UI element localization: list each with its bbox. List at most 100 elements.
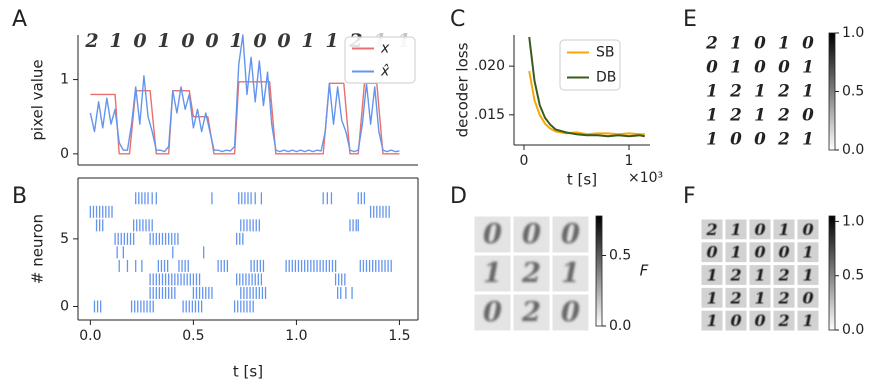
digit-image: 1	[802, 57, 814, 77]
digit-image: 0	[483, 296, 502, 328]
y-tick-label: .020	[474, 58, 505, 74]
digit-strip: 0	[253, 30, 266, 52]
digit-image: 2	[777, 311, 789, 330]
x-tick-label: 0.0	[79, 328, 101, 344]
panel-letter: A	[12, 7, 27, 32]
digit-image: 1	[802, 81, 814, 101]
colorbar-tick-label: 0.0	[842, 142, 864, 158]
digit-image: 1	[706, 266, 717, 285]
image-tile	[749, 219, 771, 240]
image-tile	[797, 242, 819, 263]
legend-label: x̂	[380, 64, 390, 80]
image-tile	[701, 242, 723, 263]
digit-image: 1	[778, 220, 789, 239]
y-axis-label: decoder loss	[454, 42, 472, 137]
digit-image: 0	[754, 220, 765, 239]
image-tile	[552, 255, 589, 292]
digit-image: 2	[777, 266, 789, 285]
digit-image: 0	[802, 220, 813, 239]
digit-image: 1	[706, 129, 718, 149]
digit-image: 0	[754, 33, 766, 53]
digit-image: 2	[729, 288, 741, 307]
y-tick-label: .015	[474, 107, 505, 123]
digit-image: 1	[802, 129, 814, 149]
digit-image: 0	[706, 243, 717, 262]
digit-image: 1	[802, 243, 813, 262]
digit-image: 0	[754, 57, 766, 77]
image-tile	[725, 265, 747, 285]
image-tile	[701, 310, 723, 331]
colorbar-tick-label: 0.0	[842, 322, 864, 338]
digit-image: 0	[730, 311, 741, 330]
colorbar-tick-label: 1.0	[842, 213, 864, 229]
digit-strip: 0	[205, 30, 218, 52]
colorbar-tick-label: 0.5	[842, 268, 864, 284]
digit-image: 1	[754, 266, 765, 285]
digit-strip: 0	[277, 30, 290, 52]
image-tile	[773, 310, 795, 331]
image-tile	[749, 265, 771, 285]
y-tick-label: 0	[60, 298, 69, 314]
digit-image: 1	[730, 243, 741, 262]
x-tick-label: 1	[625, 153, 634, 169]
x-tick-label: 1.5	[388, 328, 410, 344]
digit-image: 2	[777, 288, 789, 307]
x-tick-label: 0	[520, 153, 529, 169]
digit-image: 2	[777, 105, 790, 125]
digit-image: 0	[561, 218, 580, 250]
image-tile	[701, 219, 723, 240]
image-tile	[797, 310, 819, 331]
image-tile	[773, 242, 795, 263]
image-tile	[513, 294, 550, 331]
image-tile	[797, 219, 819, 240]
colorbar-tick-label: 0.5	[842, 84, 864, 100]
y-tick-label: 5	[60, 231, 69, 247]
digit-image: 2	[729, 105, 742, 125]
image-tile	[773, 265, 795, 285]
panel-letter: C	[450, 7, 465, 32]
digit-image: 1	[730, 33, 742, 53]
digit-image: 1	[778, 33, 790, 53]
image-tile	[773, 219, 795, 240]
colorbar-tick-label: 0.0	[609, 318, 631, 334]
image-tile	[701, 265, 723, 285]
image-tile	[749, 287, 771, 308]
colorbar-tick-label: 1.0	[842, 25, 864, 41]
x-tick-label: 1.0	[285, 328, 307, 344]
x-axis-label: t [s]	[233, 363, 263, 381]
digit-image: 0	[802, 105, 814, 125]
legend-label: DB	[596, 70, 616, 86]
digit-strip: 1	[229, 30, 242, 52]
digit-image: 0	[522, 218, 541, 250]
data-line	[528, 36, 645, 138]
colorbar-label: F	[640, 262, 649, 280]
x-offset-label: ×10³	[628, 170, 663, 186]
panel-letter: B	[12, 184, 27, 209]
digit-image: 0	[483, 218, 502, 250]
digit-image: 1	[483, 257, 502, 289]
image-tile	[474, 216, 511, 253]
digit-strip: 2	[84, 30, 98, 52]
digit-image: 1	[754, 81, 766, 101]
x-axis-label: t [s]	[567, 171, 597, 189]
colorbar-tick-label: 0.5	[609, 247, 631, 263]
image-tile	[513, 255, 550, 292]
image-tile	[474, 255, 511, 292]
colorbar	[595, 215, 603, 327]
legend-box	[344, 36, 416, 84]
digit-image: 2	[729, 266, 741, 285]
digit-image: 2	[777, 129, 790, 149]
digit-image: 0	[754, 243, 765, 262]
digit-strip: 1	[109, 30, 122, 52]
image-tile	[725, 219, 747, 240]
image-tile	[513, 216, 550, 253]
image-tile	[552, 294, 589, 331]
image-tile	[797, 287, 819, 308]
data-line	[528, 70, 645, 136]
colorbar	[828, 215, 836, 331]
image-tile	[725, 310, 747, 331]
image-tile	[474, 294, 511, 331]
data-line	[90, 81, 400, 155]
digit-image: 1	[754, 288, 765, 307]
